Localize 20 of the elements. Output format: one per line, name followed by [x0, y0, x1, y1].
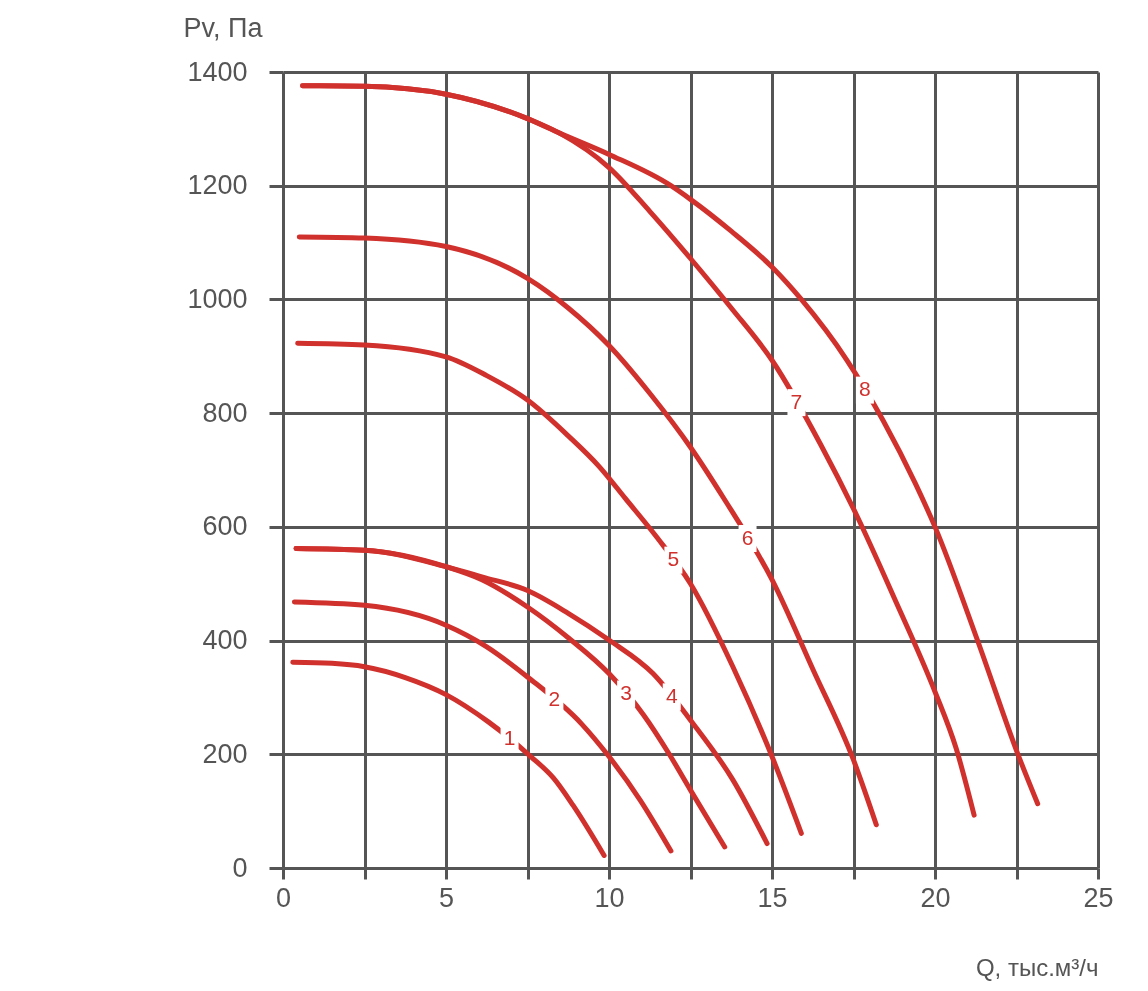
y-tick-label: 0	[232, 852, 248, 883]
x-tick-label: 20	[920, 882, 951, 913]
x-axis-title: Q, тыс.м³/ч	[975, 953, 1099, 981]
y-tick-label: 1000	[187, 283, 248, 314]
x-tick-label: 25	[1083, 882, 1114, 913]
x-tick-label: 0	[275, 882, 292, 913]
x-tick-label: 15	[757, 882, 788, 913]
y-tick-label: 200	[202, 738, 248, 769]
y-tick-label: 800	[202, 397, 248, 428]
y-tick-label: 400	[202, 625, 248, 656]
x-tick-label: 10	[594, 882, 625, 913]
y-tick-label: 600	[202, 511, 248, 542]
y-tick-label: 1200	[187, 170, 248, 201]
y-axis-title: Pv, Па	[183, 12, 264, 43]
series-label: 8	[859, 377, 871, 401]
series-label: 4	[665, 683, 678, 707]
series-label: 7	[790, 389, 803, 413]
y-tick-label: 1400	[187, 56, 248, 87]
x-tick-label: 5	[438, 882, 455, 913]
series-label: 3	[620, 681, 632, 705]
